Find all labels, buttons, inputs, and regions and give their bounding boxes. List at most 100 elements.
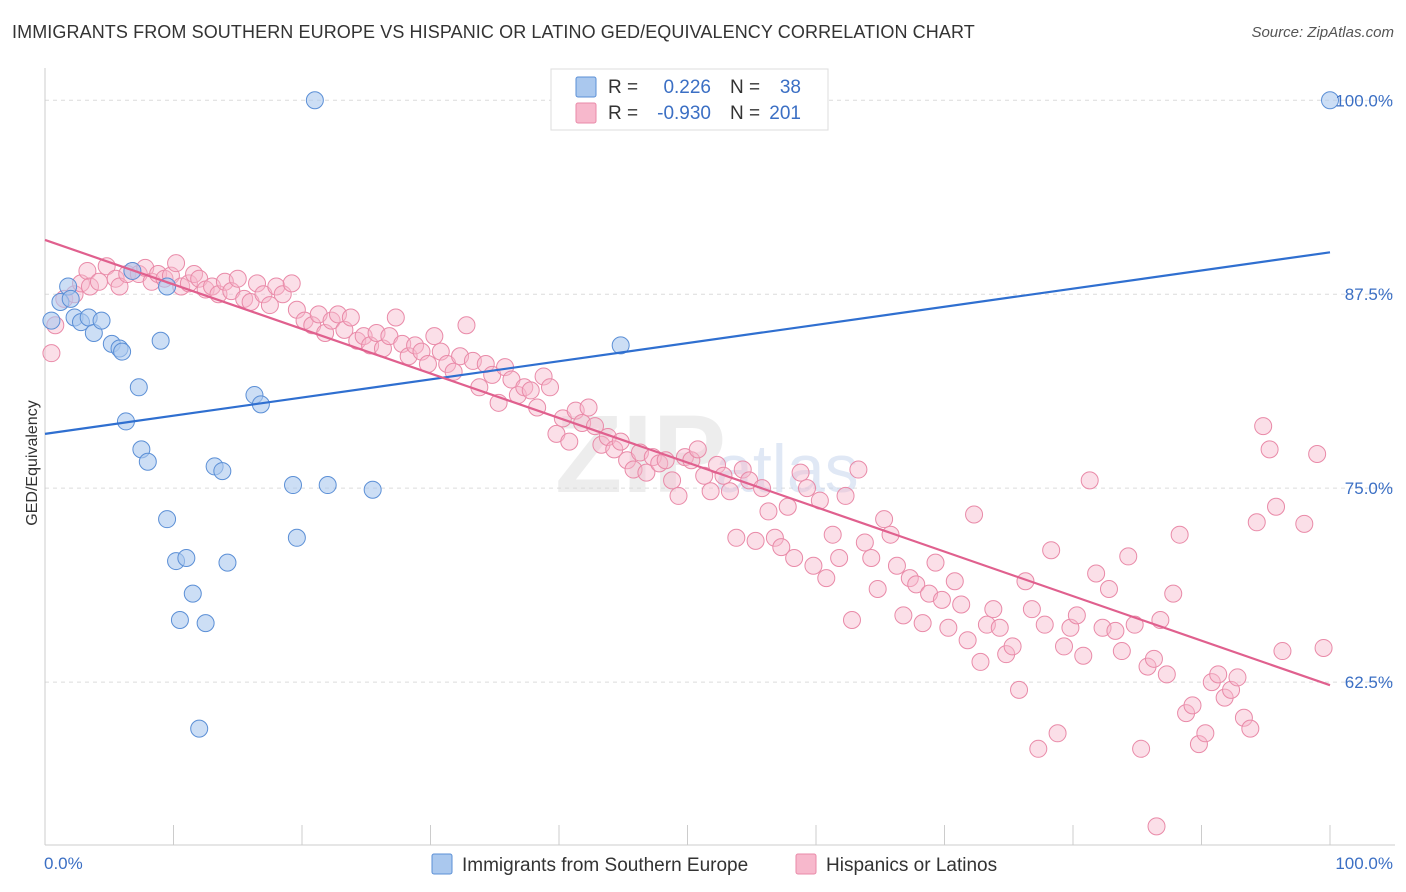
hispanics-point — [260, 296, 279, 315]
hispanics-point — [1035, 615, 1054, 634]
immigrants-point — [611, 336, 630, 355]
immigrants-point — [138, 452, 157, 471]
immigrants-point — [158, 510, 177, 529]
legend-blue-n-label: N = — [730, 77, 760, 98]
y-tick-label: 62.5% — [1345, 673, 1393, 692]
hispanics-point — [894, 606, 913, 625]
bottom-legend: Immigrants from Southern Europe Hispanic… — [431, 853, 997, 876]
y-tick-label: 87.5% — [1345, 285, 1393, 304]
x-tick-label: 0.0% — [44, 854, 83, 873]
hispanics-point — [849, 460, 868, 479]
hispanics-point — [228, 269, 247, 288]
hispanics-point — [1164, 584, 1183, 603]
hispanics-point — [862, 548, 881, 567]
hispanics-point — [1241, 719, 1260, 738]
hispanics-point — [1228, 668, 1247, 687]
hispanics-point — [167, 254, 186, 273]
hispanics-point — [1147, 817, 1166, 836]
hispanics-point — [1042, 541, 1061, 560]
immigrants-point — [42, 311, 61, 330]
hispanics-point — [1183, 696, 1202, 715]
legend-pink-n-value: 201 — [769, 103, 801, 124]
hispanics-point — [875, 510, 894, 529]
hispanics-point — [1314, 638, 1333, 657]
immigrants-point — [305, 91, 324, 110]
immigrants-point — [196, 614, 215, 633]
hispanics-point — [1010, 680, 1029, 699]
top-legend-box — [550, 68, 829, 131]
legend-pink-n-label: N = — [730, 103, 760, 124]
hispanics-point — [746, 531, 765, 550]
hispanics-point — [1209, 665, 1228, 684]
hispanics-point — [1087, 564, 1106, 583]
hispanics-point — [727, 528, 746, 547]
immigrants-trend-line — [44, 251, 1331, 435]
hispanics-point — [907, 575, 926, 594]
hispanics-point — [772, 538, 791, 557]
hispanics-point — [637, 463, 656, 482]
tick-labels: 62.5% 75.0% 87.5% 100.0% 0.0% 100.0% — [44, 91, 1393, 873]
hispanics-point — [926, 553, 945, 572]
bottom-legend-blue-label: Immigrants from Southern Europe — [462, 855, 748, 876]
hispanics-point — [1112, 642, 1131, 661]
hispanics-point — [1003, 637, 1022, 656]
bottom-legend-pink-swatch — [795, 853, 817, 875]
immigrants-point — [129, 378, 148, 397]
hispanics-point — [830, 548, 849, 567]
hispanics-point — [1099, 580, 1118, 598]
immigrants-point — [158, 277, 177, 296]
hispanics-point — [1080, 471, 1099, 490]
hispanics-point — [868, 580, 887, 598]
hispanics-point — [984, 600, 1003, 619]
watermark-atlas: atlas — [715, 431, 859, 507]
legend-blue-r-label: R = — [608, 77, 638, 98]
hispanics-point — [990, 618, 1009, 637]
hispanics-point — [785, 548, 804, 567]
hispanics-point — [733, 460, 752, 479]
immigrants-point — [1321, 91, 1339, 110]
hispanics-point — [765, 528, 784, 547]
hispanics-point — [425, 327, 444, 346]
hispanics-point — [386, 308, 405, 327]
hispanics-point — [1029, 739, 1048, 758]
hispanics-point — [965, 505, 984, 524]
series-immigrants-points — [42, 91, 1339, 738]
hispanics-point — [688, 440, 707, 459]
immigrants-point — [170, 611, 189, 630]
hispanics-point — [669, 486, 688, 505]
legend-blue-r-value: 0.226 — [663, 77, 711, 98]
hispanics-point — [1144, 649, 1163, 668]
legend-blue-n-value: 38 — [780, 77, 801, 98]
hispanics-point — [1055, 637, 1074, 656]
hispanics-point — [1273, 642, 1292, 661]
hispanics-point — [1295, 514, 1314, 533]
hispanics-point — [720, 482, 739, 501]
immigrants-point — [213, 462, 232, 481]
hispanics-point — [1308, 445, 1327, 464]
immigrants-point — [218, 553, 237, 572]
axes — [44, 68, 1395, 846]
hispanics-point — [823, 525, 842, 544]
legend-blue-swatch — [575, 76, 597, 98]
hispanics-point — [1170, 525, 1189, 544]
hispanics-point — [939, 618, 958, 637]
immigrants-point — [190, 719, 209, 738]
immigrants-point — [284, 476, 303, 495]
hispanics-point — [759, 502, 778, 521]
hispanics-point — [663, 471, 682, 490]
hispanics-point — [560, 432, 579, 451]
immigrants-point — [287, 528, 306, 547]
chart-source: Source: ZipAtlas.com — [1251, 24, 1394, 41]
immigrants-point — [363, 480, 382, 499]
hispanics-point — [1189, 735, 1208, 754]
hispanics-point — [945, 572, 964, 591]
hispanics-point — [1267, 497, 1286, 516]
hispanics-point — [1125, 615, 1144, 634]
hispanics-point — [541, 378, 560, 397]
hispanics-point — [1048, 724, 1067, 743]
trend-lines — [44, 238, 1331, 687]
hispanics-point — [579, 398, 598, 417]
hispanics-point — [791, 463, 810, 482]
immigrants-point — [92, 311, 111, 330]
